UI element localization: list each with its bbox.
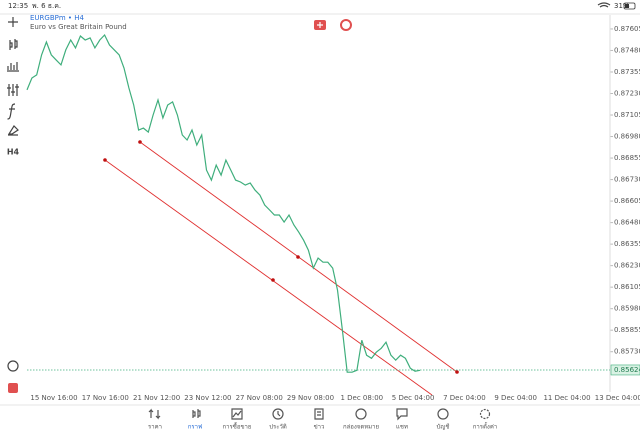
- trend-anchor: [138, 140, 142, 144]
- chart-title: EURGBPm • H4: [30, 14, 85, 22]
- tab-icon: [437, 408, 449, 420]
- y-tick-label: 0.87355: [614, 68, 640, 76]
- wifi-icon: [597, 2, 611, 8]
- one-click-trading[interactable]: [8, 383, 18, 393]
- tab-icon: [396, 408, 408, 421]
- tab-icons: [148, 408, 491, 421]
- tab-label[interactable]: ราคา: [148, 424, 162, 431]
- y-tick-label: 0.86355: [614, 240, 640, 248]
- tab-label[interactable]: แชท: [396, 424, 408, 431]
- y-tick-label: 0.86855: [614, 154, 640, 162]
- trade-icon: [317, 22, 323, 28]
- tab-icon: [231, 408, 243, 420]
- price-line: [26, 33, 421, 373]
- tab-label[interactable]: กราฟ: [188, 424, 202, 431]
- tab-icon: [277, 411, 281, 417]
- x-tick-label: 15 Nov 16:00: [30, 394, 77, 402]
- tab-label[interactable]: บัญชี: [437, 423, 450, 431]
- x-tick-label: 21 Nov 12:00: [133, 394, 180, 402]
- battery-icon: [623, 2, 636, 10]
- current-price-label: 0.85624: [614, 366, 640, 374]
- trend-lines: [103, 140, 459, 396]
- x-tick-label: 7 Dec 04:00: [443, 394, 486, 402]
- trend-line: [104, 159, 433, 396]
- battery: 31%: [614, 2, 630, 10]
- indicators-tool[interactable]: [7, 84, 19, 96]
- tab-label[interactable]: ประวัติ: [269, 424, 287, 431]
- tab-icon: [192, 409, 201, 418]
- y-tick-label: 0.87105: [614, 111, 640, 119]
- tab-icon: [148, 408, 161, 420]
- tab-label[interactable]: การตั้งค่า: [473, 421, 497, 431]
- trend-anchor: [271, 278, 275, 282]
- status-time: 12:35: [8, 2, 28, 10]
- function-tool[interactable]: [7, 103, 16, 120]
- trend-anchor: [103, 158, 107, 162]
- y-tick-label: 0.86105: [614, 283, 640, 291]
- objects-tool[interactable]: [7, 125, 19, 136]
- x-tick-label: 5 Dec 04:00: [392, 394, 435, 402]
- current-price-box: [610, 364, 640, 376]
- trend-anchor: [296, 255, 300, 259]
- crosshair-tool[interactable]: [8, 17, 18, 27]
- tab-icon: [355, 408, 367, 420]
- tab-icon: [314, 408, 324, 420]
- tab-label[interactable]: กล่องจดหมาย: [343, 424, 379, 431]
- battery-level: [625, 4, 629, 8]
- status-date: พ. 6 ธ.ค.: [32, 2, 61, 10]
- x-tick-label: 13 Dec 04:00: [595, 394, 640, 402]
- scale-tool[interactable]: [7, 360, 19, 372]
- tab-icon: [272, 408, 284, 420]
- y-tick-label: 0.87605: [614, 25, 640, 33]
- tab-icon: [479, 408, 491, 420]
- trend-anchor: [455, 370, 459, 374]
- x-tick-label: 9 Dec 04:00: [494, 394, 537, 402]
- x-tick-label: 11 Dec 04:00: [543, 394, 590, 402]
- x-tick-label: 17 Nov 16:00: [82, 394, 129, 402]
- y-tick-label: 0.85855: [614, 326, 640, 334]
- timeframe-button[interactable]: H4: [7, 148, 20, 157]
- tab-label[interactable]: ข่าว: [314, 424, 325, 431]
- tab-label[interactable]: การซื้อขาย: [223, 421, 252, 431]
- depth-button[interactable]: [340, 19, 352, 31]
- chart-subtitle: Euro vs Great Britain Pound: [30, 23, 127, 31]
- y-tick-label: 0.86605: [614, 197, 640, 205]
- x-tick-label: 23 Nov 12:00: [184, 394, 231, 402]
- y-tick-label: 0.85730: [614, 348, 640, 356]
- volume-tool[interactable]: [7, 62, 19, 72]
- chart-type-tool[interactable]: [9, 39, 18, 50]
- x-tick-label: 29 Nov 08:00: [287, 394, 334, 402]
- x-tick-label: 27 Nov 08:00: [236, 394, 283, 402]
- x-tick-label: 1 Dec 08:00: [340, 394, 383, 402]
- left-toolbar: H4: [7, 17, 20, 393]
